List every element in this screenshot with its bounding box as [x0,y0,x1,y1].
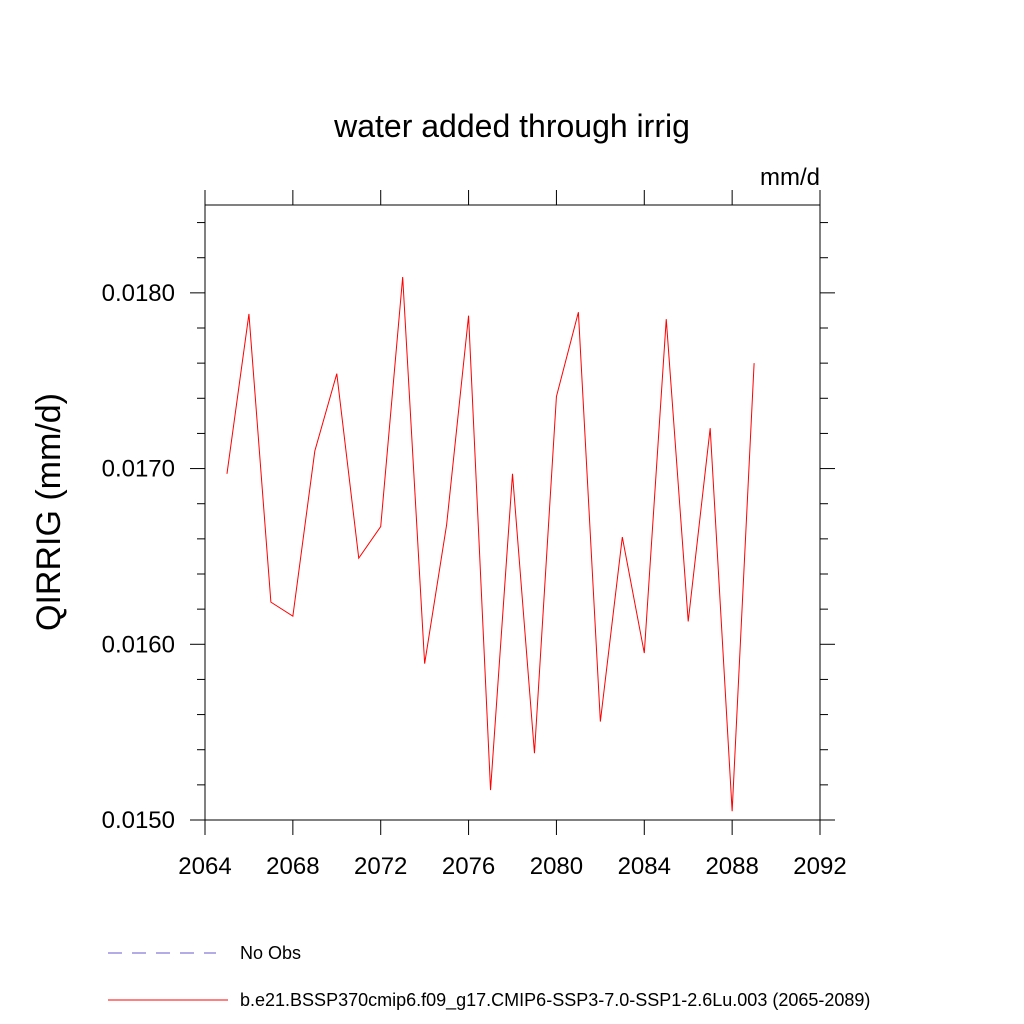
plot-frame [204,204,821,821]
x-tick-label: 2084 [618,853,671,880]
chart-title: water added through irrig [333,108,690,144]
legend-label-model-run: b.e21.BSSP370cmip6.f09_g17.CMIP6-SSP3-7.… [240,990,870,1011]
x-axis-tick-labels: 2064 2068 2072 2076 2080 2084 2088 2092 [178,853,846,880]
x-tick-label: 2072 [354,853,407,880]
x-tick-label: 2064 [178,853,231,880]
y-tick-label: 0.0150 [102,807,175,834]
units-label: mm/d [760,164,820,191]
series-line-1 [226,276,755,812]
y-tick-label: 0.0180 [102,280,175,307]
y-tick-label: 0.0160 [102,631,175,658]
y-axis-ticks [190,222,835,821]
legend-label-no-obs: No Obs [240,943,301,963]
x-axis-ticks [204,190,821,835]
series-layer [226,276,755,812]
y-axis-label: QIRRIG (mm/d) [30,393,68,631]
y-axis-tick-labels: 0.0150 0.0160 0.0170 0.0180 [102,280,175,834]
x-tick-label: 2080 [530,853,583,880]
x-tick-label: 2092 [793,853,846,880]
x-tick-label: 2076 [442,853,495,880]
y-tick-label: 0.0170 [102,456,175,483]
legend: No Obs b.e21.BSSP370cmip6.f09_g17.CMIP6-… [108,943,870,1011]
x-tick-label: 2088 [705,853,758,880]
x-tick-label: 2068 [266,853,319,880]
